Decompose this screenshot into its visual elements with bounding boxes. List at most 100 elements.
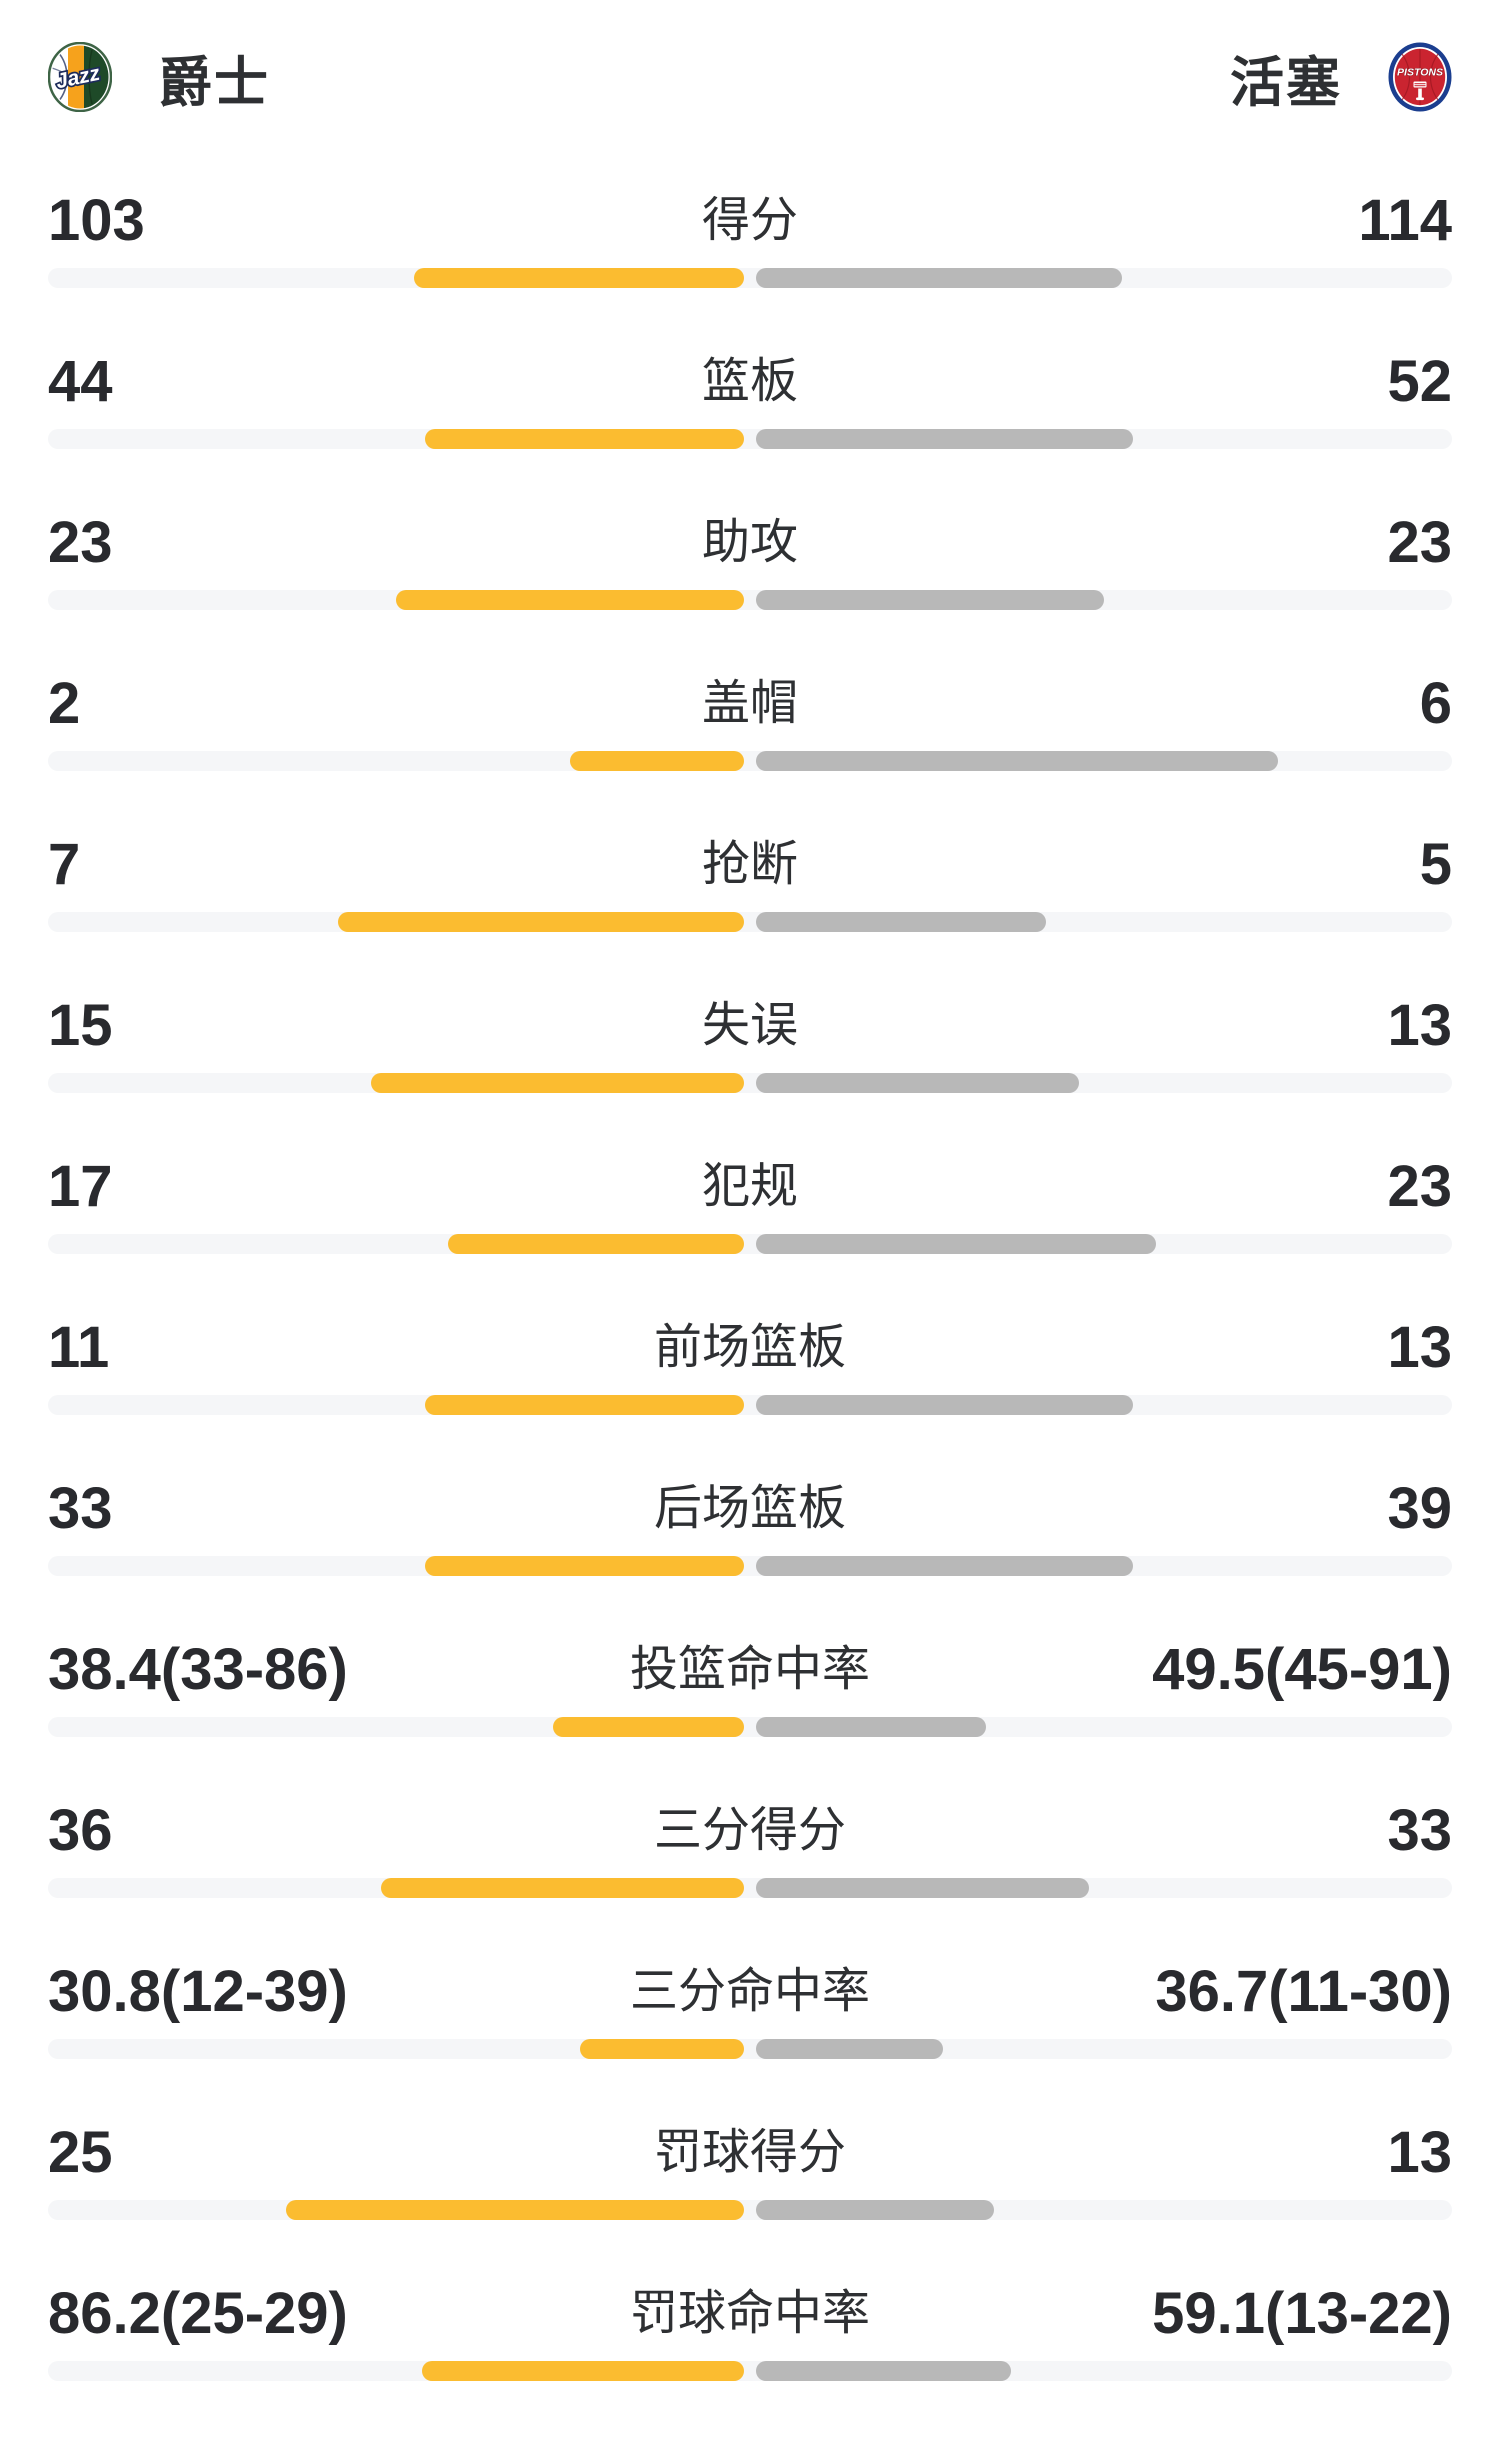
away-value: 6 xyxy=(1419,671,1452,736)
bar-track xyxy=(48,2039,1452,2059)
away-bar xyxy=(756,751,1278,771)
away-value: 5 xyxy=(1419,832,1452,897)
stat-values: 7 抢断 5 xyxy=(48,836,1452,894)
stat-label: 犯规 xyxy=(701,1160,799,1213)
bar-track xyxy=(48,429,1452,449)
stat-row: 23 助攻 23 xyxy=(48,514,1452,610)
stat-row: 103 得分 114 xyxy=(48,192,1452,288)
stat-label: 失误 xyxy=(701,999,799,1052)
stat-label: 罚球得分 xyxy=(653,2126,847,2179)
home-value: 44 xyxy=(48,349,113,414)
jazz-logo: Jazz xyxy=(48,42,112,112)
home-value: 38.4(33-86) xyxy=(48,1637,348,1702)
away-bar xyxy=(756,1234,1157,1254)
away-bar xyxy=(756,1395,1134,1415)
home-value: 30.8(12-39) xyxy=(48,1959,348,2024)
stat-row: 33 后场篮板 39 xyxy=(48,1480,1452,1576)
stat-label: 前场篮板 xyxy=(653,1321,847,1374)
bar-track xyxy=(48,751,1452,771)
home-bar xyxy=(425,1395,744,1415)
stat-values: 23 助攻 23 xyxy=(48,514,1452,572)
stat-row: 15 失误 13 xyxy=(48,997,1452,1093)
stat-values: 36 三分得分 33 xyxy=(48,1802,1452,1860)
bar-track xyxy=(48,1556,1452,1576)
stat-values: 17 犯规 23 xyxy=(48,1158,1452,1216)
stat-row: 30.8(12-39) 三分命中率 36.7(11-30) xyxy=(48,1963,1452,2059)
home-value: 23 xyxy=(48,510,113,575)
away-bar xyxy=(756,429,1134,449)
stat-label: 得分 xyxy=(701,194,799,247)
bar-track xyxy=(48,1717,1452,1737)
home-value: 25 xyxy=(48,2120,113,2185)
away-bar xyxy=(756,912,1047,932)
away-value: 52 xyxy=(1387,349,1452,414)
team-away[interactable]: 活塞 PISTONS xyxy=(1230,38,1452,117)
home-value: 103 xyxy=(48,188,145,253)
stat-values: 33 后场篮板 39 xyxy=(48,1480,1452,1538)
home-value: 2 xyxy=(48,671,81,736)
stats-list: 103 得分 114 44 篮板 52 23 助攻 xyxy=(48,192,1452,2381)
stat-values: 15 失误 13 xyxy=(48,997,1452,1055)
home-bar xyxy=(553,1717,744,1737)
stat-label: 抢断 xyxy=(701,838,799,891)
home-value: 7 xyxy=(48,832,81,897)
stat-label: 盖帽 xyxy=(701,677,799,730)
away-bar xyxy=(756,2039,944,2059)
bar-track xyxy=(48,2361,1452,2381)
svg-text:PISTONS: PISTONS xyxy=(1397,67,1443,79)
away-value: 59.1(13-22) xyxy=(1152,2281,1452,2346)
stat-label: 三分命中率 xyxy=(629,1965,871,2018)
away-value: 23 xyxy=(1387,1154,1452,1219)
home-bar xyxy=(448,1234,744,1254)
away-bar xyxy=(756,1073,1080,1093)
away-value: 13 xyxy=(1387,1315,1452,1380)
stat-label: 罚球命中率 xyxy=(629,2287,871,2340)
home-value: 36 xyxy=(48,1798,113,1863)
home-value: 17 xyxy=(48,1154,113,1219)
stat-label: 投篮命中率 xyxy=(629,1643,871,1696)
away-value: 33 xyxy=(1387,1798,1452,1863)
home-bar xyxy=(396,590,744,610)
stat-values: 44 篮板 52 xyxy=(48,353,1452,411)
stat-values: 103 得分 114 xyxy=(48,192,1452,250)
home-value: 11 xyxy=(48,1315,110,1380)
stat-row: 2 盖帽 6 xyxy=(48,675,1452,771)
away-bar xyxy=(756,590,1104,610)
home-value: 15 xyxy=(48,993,113,1058)
stat-values: 11 前场篮板 13 xyxy=(48,1319,1452,1377)
home-value: 86.2(25-29) xyxy=(48,2281,348,2346)
stat-values: 2 盖帽 6 xyxy=(48,675,1452,733)
away-value: 114 xyxy=(1358,188,1452,253)
away-value: 23 xyxy=(1387,510,1452,575)
stat-row: 44 篮板 52 xyxy=(48,353,1452,449)
bar-track xyxy=(48,590,1452,610)
away-value: 39 xyxy=(1387,1476,1452,1541)
home-bar xyxy=(371,1073,744,1093)
stat-row: 17 犯规 23 xyxy=(48,1158,1452,1254)
stat-row: 25 罚球得分 13 xyxy=(48,2124,1452,2220)
team-home[interactable]: Jazz 爵士 xyxy=(48,38,270,117)
away-bar xyxy=(756,268,1122,288)
team-home-name: 爵士 xyxy=(158,52,270,113)
stat-row: 38.4(33-86) 投篮命中率 49.5(45-91) xyxy=(48,1641,1452,1737)
bar-track xyxy=(48,2200,1452,2220)
stat-row: 36 三分得分 33 xyxy=(48,1802,1452,1898)
home-value: 33 xyxy=(48,1476,113,1541)
away-bar xyxy=(756,1878,1089,1898)
home-bar xyxy=(286,2200,744,2220)
away-value: 36.7(11-30) xyxy=(1155,1959,1452,2024)
home-bar xyxy=(425,429,744,449)
bar-track xyxy=(48,912,1452,932)
stat-row: 86.2(25-29) 罚球命中率 59.1(13-22) xyxy=(48,2285,1452,2381)
away-value: 49.5(45-91) xyxy=(1152,1637,1452,1702)
teams-header: Jazz 爵士 活塞 PISTONS xyxy=(48,42,1452,113)
piston-icon xyxy=(1413,81,1427,101)
stat-row: 11 前场篮板 13 xyxy=(48,1319,1452,1415)
bar-track xyxy=(48,1073,1452,1093)
away-bar xyxy=(756,2361,1011,2381)
away-bar xyxy=(756,2200,995,2220)
home-bar xyxy=(380,1878,744,1898)
away-bar xyxy=(756,1717,986,1737)
bar-track xyxy=(48,268,1452,288)
stat-label: 三分得分 xyxy=(653,1804,847,1857)
